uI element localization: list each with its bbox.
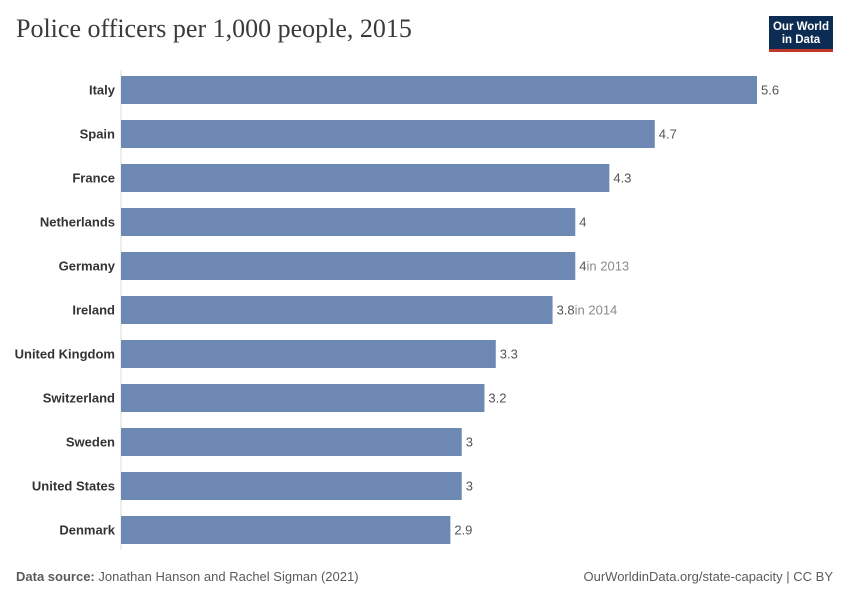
data-source-label: Data source: <box>16 569 95 584</box>
bar <box>121 472 462 500</box>
value-label: 3 <box>466 435 473 450</box>
bar <box>121 428 462 456</box>
value-label: 3.2 <box>488 391 506 406</box>
bar <box>121 208 576 236</box>
category-label: Germany <box>59 259 116 274</box>
year-note: in 2014 <box>575 303 618 318</box>
category-label: United Kingdom <box>15 347 115 362</box>
bar <box>121 120 655 148</box>
value-label: 4in 2013 <box>579 259 629 274</box>
bar <box>121 296 553 324</box>
value-label: 3.3 <box>500 347 518 362</box>
bar <box>121 340 496 368</box>
category-label: Ireland <box>72 303 115 318</box>
bar <box>121 384 485 412</box>
owid-logo[interactable]: Our World in Data <box>769 16 833 52</box>
category-label: Italy <box>89 83 116 98</box>
logo-line-1: Our World <box>772 21 829 33</box>
bar <box>121 164 610 192</box>
value-label: 5.6 <box>761 83 779 98</box>
category-label: Netherlands <box>40 215 115 230</box>
category-label: Sweden <box>66 435 115 450</box>
bar <box>121 252 576 280</box>
bar <box>121 76 757 104</box>
value-label: 4.3 <box>613 171 631 186</box>
value-label: 4 <box>579 215 586 230</box>
value-label: 4.7 <box>659 127 677 142</box>
bar <box>121 516 451 544</box>
logo-line-2: in Data <box>781 34 821 46</box>
chart-title: Police officers per 1,000 people, 2015 <box>16 14 412 43</box>
category-label: United States <box>32 479 115 494</box>
value-label: 2.9 <box>454 523 472 538</box>
category-label: France <box>72 171 115 186</box>
category-label: Spain <box>80 127 115 142</box>
source-link[interactable]: OurWorldinData.org/state-capacity | CC B… <box>583 569 833 584</box>
data-source-text: Jonathan Hanson and Rachel Sigman (2021) <box>98 569 359 584</box>
category-label: Denmark <box>59 523 115 538</box>
category-label: Switzerland <box>43 391 115 406</box>
value-label: 3 <box>466 479 473 494</box>
value-label: 3.8in 2014 <box>557 303 618 318</box>
data-source: Data source: Jonathan Hanson and Rachel … <box>16 569 359 584</box>
year-note: in 2013 <box>587 259 630 274</box>
